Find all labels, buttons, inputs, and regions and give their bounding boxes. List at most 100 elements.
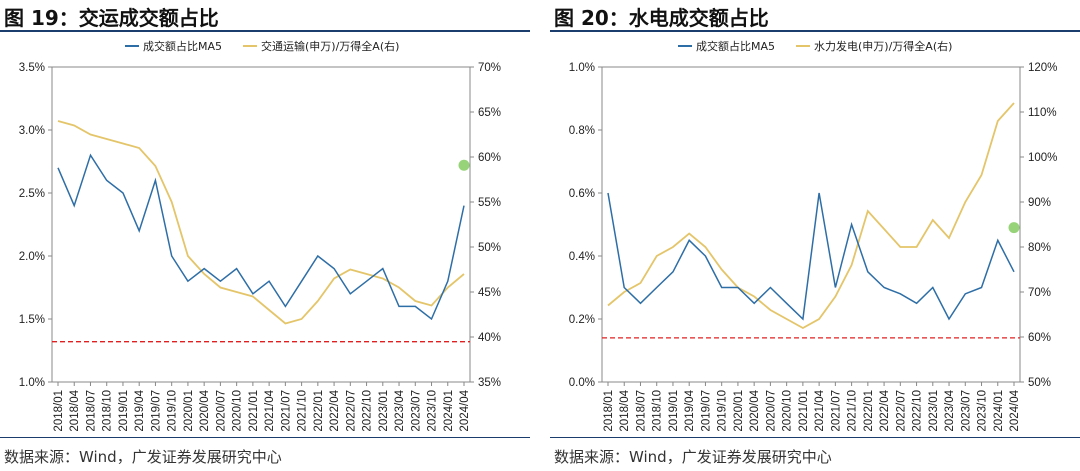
x-tick-label: 2023/04 xyxy=(394,389,406,431)
x-tick-label: 2024/04 xyxy=(1009,389,1021,431)
y2-tick-label: 100% xyxy=(1028,152,1057,164)
y2-tick-label: 35% xyxy=(478,377,501,389)
y2-tick-label: 80% xyxy=(1028,242,1051,254)
footer-rule xyxy=(0,437,530,438)
x-tick-label: 2022/04 xyxy=(329,389,341,431)
x-tick-label: 2021/10 xyxy=(297,390,309,432)
title-rule xyxy=(0,30,530,32)
hydro-chart: 0.0% 0.2% 0.4% 0.6% 0.8% 1.0% 50% 60% 70% 80% 90% 1… xyxy=(569,39,1058,432)
y2-tick-label: 55% xyxy=(478,197,501,209)
series-line-right xyxy=(607,102,1015,330)
x-tick-label: 2023/07 xyxy=(960,390,972,432)
title-rule xyxy=(550,30,1080,32)
x-tick-label: 2024/04 xyxy=(459,389,471,431)
x-tick-label: 2019/01 xyxy=(668,390,680,432)
x-tick-label: 2021/01 xyxy=(798,390,810,432)
y2-tick-label: 120% xyxy=(1028,62,1057,74)
figure-title: 图 19：交运成交额占比 xyxy=(4,6,219,30)
x-tick-label: 2023/10 xyxy=(977,390,989,432)
latest-value-marker xyxy=(458,159,470,171)
x-tick-label: 2019/04 xyxy=(684,389,696,431)
x-tick-label: 2019/07 xyxy=(150,390,162,432)
x-tick-label: 2020/01 xyxy=(733,390,745,432)
panel-hydro: 图 20：水电成交额占比 0.0% 0.2% 0.4% 0.6% 0.8% 1.0% 50%… xyxy=(550,0,1080,471)
x-tick-label: 2024/01 xyxy=(993,390,1005,432)
x-tick-label: 2020/01 xyxy=(183,390,195,432)
legend-label-right: 水力发电(申万)/万得全A(右) xyxy=(814,39,952,53)
x-tick-label: 2019/07 xyxy=(700,390,712,432)
legend-label-right: 交通运输(申万)/万得全A(右) xyxy=(261,39,399,53)
x-tick-label: 2019/04 xyxy=(134,389,146,431)
x-tick-label: 2021/04 xyxy=(264,389,276,431)
x-tick-label: 2019/10 xyxy=(167,390,179,432)
x-tick-label: 2023/04 xyxy=(944,389,956,431)
y-tick-label: 1.0% xyxy=(569,62,595,74)
y-tick-label: 2.5% xyxy=(19,188,45,200)
x-tick-label: 2018/07 xyxy=(635,390,647,432)
y2-tick-label: 65% xyxy=(478,107,501,119)
series-line-right xyxy=(57,120,465,325)
legend-label-left: 成交额占比MA5 xyxy=(696,39,775,53)
x-tick-label: 2021/10 xyxy=(847,390,859,432)
x-tick-label: 2020/07 xyxy=(215,390,227,432)
x-tick-label: 2022/01 xyxy=(863,390,875,432)
x-tick-label: 2022/10 xyxy=(912,390,924,432)
y-tick-label: 0.8% xyxy=(569,125,595,137)
footer-rule xyxy=(550,437,1080,438)
x-tick-label: 2018/04 xyxy=(619,389,631,431)
panel-transport: 图 19：交运成交额占比 1.0% 1.5% 2.0% 2.5% 3.0% 3.5% 35%… xyxy=(0,0,530,471)
x-tick-label: 2018/10 xyxy=(652,390,664,432)
y-tick-label: 0.6% xyxy=(569,188,595,200)
y2-tick-label: 70% xyxy=(1028,287,1051,299)
series-line-left xyxy=(57,153,465,321)
x-tick-label: 2018/04 xyxy=(69,389,81,431)
y2-tick-label: 60% xyxy=(1028,332,1051,344)
y2-tick-label: 70% xyxy=(478,62,501,74)
x-tick-label: 2022/07 xyxy=(895,390,907,432)
x-tick-label: 2021/01 xyxy=(248,390,260,432)
y-tick-label: 0.2% xyxy=(569,314,595,326)
legend-label-left: 成交额占比MA5 xyxy=(143,39,222,53)
x-tick-label: 2023/01 xyxy=(928,390,940,432)
x-tick-label: 2024/01 xyxy=(443,390,455,432)
y-tick-label: 0.0% xyxy=(569,377,595,389)
y2-tick-label: 50% xyxy=(478,242,501,254)
y-tick-label: 1.0% xyxy=(19,377,45,389)
y2-tick-label: 50% xyxy=(1028,377,1051,389)
x-tick-label: 2020/10 xyxy=(782,390,794,432)
x-tick-label: 2021/07 xyxy=(830,390,842,432)
x-tick-label: 2020/07 xyxy=(765,390,777,432)
x-tick-label: 2019/10 xyxy=(717,390,729,432)
y-tick-label: 2.0% xyxy=(19,251,45,263)
y2-tick-label: 40% xyxy=(478,332,501,344)
y2-tick-label: 110% xyxy=(1028,107,1057,119)
latest-value-marker xyxy=(1008,222,1020,234)
x-tick-label: 2020/04 xyxy=(749,389,761,431)
plot-frame xyxy=(51,66,471,383)
x-tick-label: 2021/07 xyxy=(280,390,292,432)
source-note: 数据来源：Wind，广发证券发展研究中心 xyxy=(554,448,832,466)
y-tick-label: 1.5% xyxy=(19,314,45,326)
x-tick-label: 2018/10 xyxy=(102,390,114,432)
y-tick-label: 3.5% xyxy=(19,62,45,74)
source-note: 数据来源：Wind，广发证券发展研究中心 xyxy=(4,448,282,466)
y2-tick-label: 45% xyxy=(478,287,501,299)
y2-tick-label: 60% xyxy=(478,152,501,164)
x-tick-label: 2023/07 xyxy=(410,390,422,432)
x-tick-label: 2019/01 xyxy=(118,390,130,432)
x-tick-label: 2021/04 xyxy=(814,389,826,431)
x-tick-label: 2018/01 xyxy=(53,390,65,432)
x-tick-label: 2020/10 xyxy=(232,390,244,432)
x-tick-label: 2022/07 xyxy=(345,390,357,432)
transport-chart: 1.0% 1.5% 2.0% 2.5% 3.0% 3.5% 35% 40% 45% 50% 55% 6… xyxy=(19,39,501,432)
x-tick-label: 2023/10 xyxy=(427,390,439,432)
plot-frame xyxy=(601,66,1021,383)
x-tick-label: 2022/04 xyxy=(879,389,891,431)
x-tick-label: 2022/01 xyxy=(313,390,325,432)
x-tick-label: 2023/01 xyxy=(378,390,390,432)
x-tick-label: 2018/01 xyxy=(603,390,615,432)
x-tick-label: 2018/07 xyxy=(85,390,97,432)
y-tick-label: 3.0% xyxy=(19,125,45,137)
x-tick-label: 2020/04 xyxy=(199,389,211,431)
y-tick-label: 0.4% xyxy=(569,251,595,263)
